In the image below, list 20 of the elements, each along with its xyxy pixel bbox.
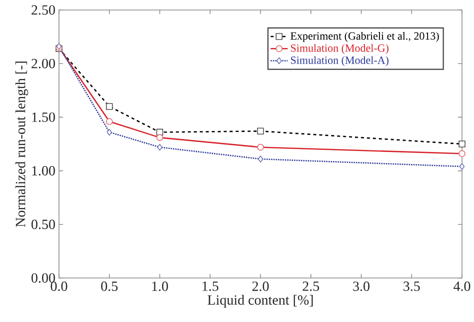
x-tick-label: 0.5 xyxy=(101,282,118,292)
x-tick-label: 3.0 xyxy=(353,282,370,292)
legend-label: Simulation (Model-G) xyxy=(291,44,388,54)
legend-label: Simulation (Model-A) xyxy=(291,56,388,66)
x-tick-label: 4.0 xyxy=(454,282,470,292)
y-tick-label: 1.00 xyxy=(32,166,55,176)
x-tick-label: 1.0 xyxy=(152,282,168,292)
x-tick-label: 1.5 xyxy=(202,282,218,291)
y-tick-label: 0.50 xyxy=(32,220,55,230)
x-tick-label: 3.5 xyxy=(404,282,420,291)
x-tick-label: 2.0 xyxy=(252,282,269,292)
x-axis-title: Liquid content [%] xyxy=(208,294,313,308)
y-axis-title: Normalized run-out length [-] xyxy=(15,62,28,227)
legend-label: Experiment (Gabrieli et al., 2013) xyxy=(290,32,439,42)
y-tick-label: 0.00 xyxy=(32,273,55,283)
y-tick-label: 2.00 xyxy=(32,58,55,68)
y-tick-label: 2.50 xyxy=(32,5,55,15)
x-tick-label: 0.0 xyxy=(50,282,68,292)
y-tick-label: 1.50 xyxy=(32,112,55,122)
x-tick-label: 2.5 xyxy=(302,282,320,291)
